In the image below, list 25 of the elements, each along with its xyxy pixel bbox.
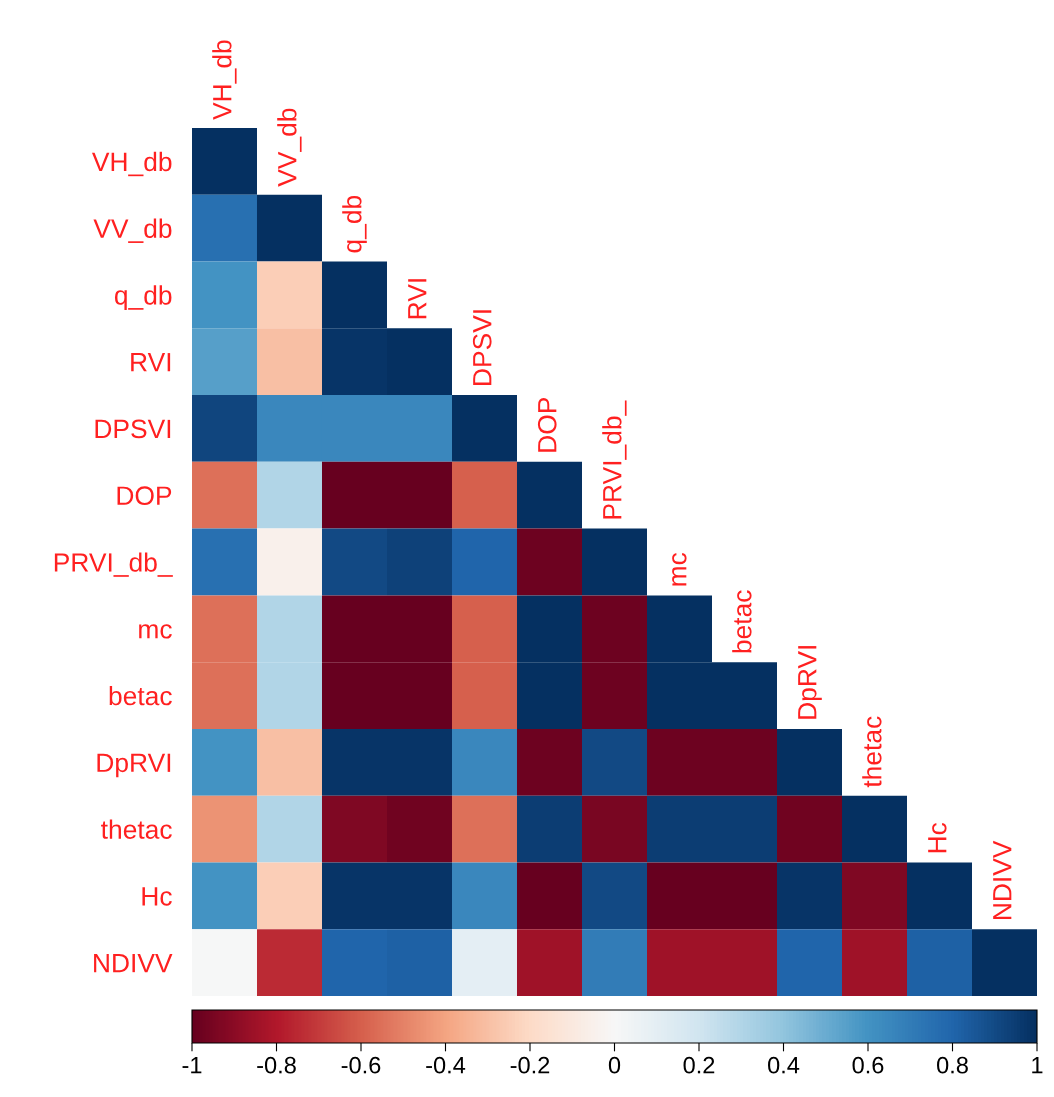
color-bar-label: -0.6: [341, 1056, 381, 1074]
y-tick-label: DPSVI: [95, 419, 171, 439]
y-tick-label: betac: [109, 685, 172, 706]
color-bar-label: -0.4: [426, 1056, 466, 1074]
y-tick-label: q_db: [114, 285, 172, 310]
color-bar-label: -0.2: [510, 1056, 550, 1074]
color-bar-label: 1: [1032, 1057, 1043, 1074]
color-bar-label: 0.4: [768, 1056, 800, 1074]
y-tick-label: mc: [139, 624, 172, 639]
color-bar-label: 0.2: [683, 1056, 715, 1074]
color-bar-label: 0.6: [852, 1056, 884, 1074]
color-bar-label: -1: [182, 1057, 202, 1074]
y-tick-label: NDIVV: [94, 954, 173, 973]
color-bar-label: 0: [608, 1056, 621, 1074]
x-tick-label: PRVI_db_: [602, 400, 627, 519]
y-tick-label: VH_db: [91, 151, 172, 177]
y-tick-label: VV_db: [93, 218, 172, 243]
color-bar-label: 0.8: [937, 1056, 968, 1074]
y-tick-label: thetac: [101, 819, 172, 839]
y-tick-label: DOP: [117, 486, 172, 506]
color-bar-label: -0.8: [257, 1056, 296, 1074]
y-tick-label: Hc: [142, 887, 172, 906]
y-tick-label: PRVI_db_: [54, 552, 173, 577]
y-tick-label: RVI: [131, 353, 171, 372]
y-tick-label: DpRVI: [97, 753, 171, 778]
